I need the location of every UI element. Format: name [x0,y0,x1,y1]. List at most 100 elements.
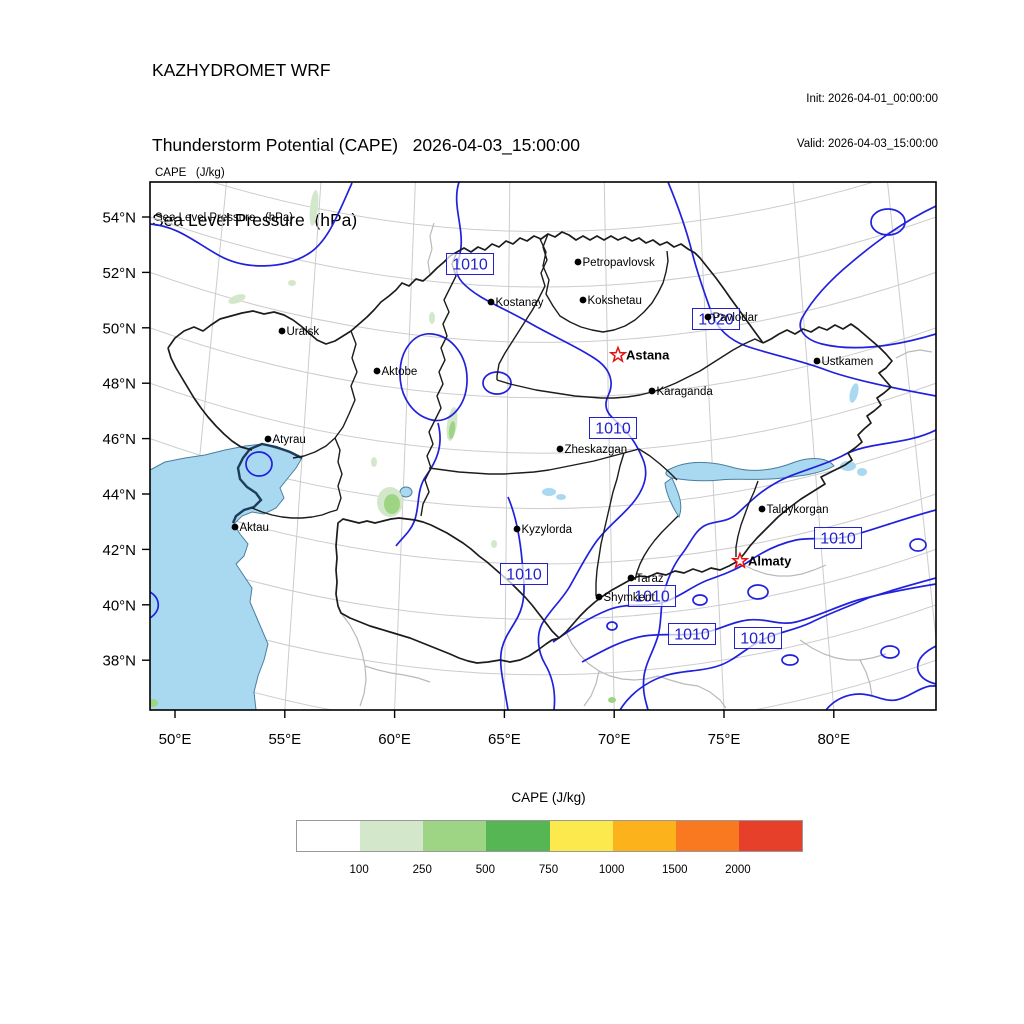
lat-tick-label: 40°N [102,597,136,614]
lat-tick-label: 42°N [102,542,136,559]
lake-alakol-2 [857,468,867,476]
pressure-label-box [814,527,862,549]
city-dot-icon [487,298,495,306]
product-and-datetime: Thunderstorm Potential (CAPE) 2026-04-03… [152,135,581,155]
capital-star-icon [608,345,628,363]
colorbar-tick-label: 1500 [661,864,688,876]
colorbar-cell [360,821,424,851]
colorbar-tick-label: 750 [538,864,559,876]
lake-balkhash-arm [664,477,682,519]
longitude-axis: 50°E 55°E 60°E 65°E 70°E 75°E 80°E [159,710,850,748]
legend-slp: Sea Level Pressure (hPa) [155,212,294,224]
city-label: Taraz [636,573,664,585]
valid-time: Valid: 2026-04-03_15:00:00 [796,138,938,150]
lat-tick-label: 44°N [102,487,136,504]
pressure-label: 1010 [634,589,670,606]
lat-tick-label: 38°N [102,653,136,670]
city-dot-icon [264,435,272,443]
pressure-label-box [589,417,637,439]
lon-tick-label: 75°E [708,731,741,748]
national-border-south [335,517,739,664]
pressure-label-box [692,308,740,330]
map-frame [149,181,937,711]
small-lake-2 [556,494,566,500]
colorbar-tick-label: 500 [475,864,495,876]
colorbar-cell [297,821,361,851]
city-label: Karaganda [657,386,714,398]
lat-tick-label: 54°N [102,210,136,227]
pressure-label: 1010 [674,627,710,644]
city-dot-icon [704,313,712,321]
lake-alakol [840,461,856,471]
city-markers: Uralsk Aktobe Kostanay Petropavlovsk Kokshet… [231,257,874,604]
city-label: Zheskazgan [565,444,628,456]
city-label: Kyzylorda [522,524,573,536]
lon-tick-label: 70°E [598,731,631,748]
city-dot-icon [758,505,766,513]
city-label: Atyrau [273,434,306,446]
map-legend: CAPE (J/kg) Sea Level Pressure (hPa) [155,136,293,241]
pressure-label: 1010 [452,257,488,274]
init-time: Init: 2026-04-01_00:00:00 [806,93,938,105]
pressure-label-box [446,253,494,275]
city-label: Almaty [748,554,792,569]
city-dot-icon [813,357,821,365]
colorbar-title: CAPE (J/kg) [511,790,586,805]
colorbar-tick-label: 250 [412,864,432,876]
national-border-north [167,231,764,349]
lat-tick-label: 48°N [102,376,136,393]
city-label: Uralsk [287,326,320,338]
colorbar-cell [486,821,550,851]
lon-tick-label: 55°E [268,731,301,748]
colorbar-cell [675,821,739,851]
colorbar-tick-label: 1000 [598,864,625,876]
lat-tick-label: 50°N [102,320,136,337]
pressure-label: 1010 [595,421,631,438]
caspian-north-coast [231,442,303,524]
country-and-oblast-borders [167,231,893,664]
colorbar-tick-label: 100 [349,864,369,876]
pressure-label: 1010 [820,531,856,548]
city-label: Kokshetau [588,295,642,307]
aral-sea-2 [399,486,413,498]
oblast-borders [251,233,764,596]
cape-shading [150,190,616,707]
colorbar-cell [612,821,676,851]
lat-tick-label: 46°N [102,431,136,448]
pressure-label-box [734,627,782,649]
lon-tick-label: 80°E [817,731,850,748]
pressure-label-box [500,563,548,585]
lon-tick-label: 65°E [488,731,521,748]
cape-colorbar [296,820,803,852]
pressure-label-box [668,623,716,645]
colorbar-cell [549,821,613,851]
city-dot-icon [595,593,603,601]
city-label: Aktobe [382,366,418,378]
small-lake-1 [542,488,556,496]
colorbar-tick-label: 2000 [725,864,751,876]
city-label: Ustkamen [822,356,874,368]
lat-tick-label: 52°N [102,265,136,282]
city-label: Taldykorgan [767,504,829,516]
city-label: Kostanay [496,297,544,309]
lon-tick-label: 50°E [159,731,192,748]
city-dot-icon [627,574,635,582]
lake-zaysan [849,383,859,403]
city-dot-icon [231,523,239,531]
latitude-axis: 54°N 52°N 50°N 48°N 46°N 44°N 42°N 40°N 38°N [102,210,150,670]
city-dot-icon [373,367,381,375]
national-border-west [167,347,253,451]
city-label: Shymkent [604,592,656,604]
city-dot-icon [579,296,587,304]
model-name: KAZHYDROMET WRF [152,60,331,80]
pressure-label: 1010 [740,631,776,648]
init-valid-block: Init: 2026-04-01_00:00:00 Valid: 2026-04… [797,62,938,167]
colorbar-cell [738,821,802,851]
legend-cape: CAPE (J/kg) [155,167,225,179]
colorbar-tick-labels: 100 250 500 750 1000 1500 2000 [296,864,801,880]
national-border-east [737,323,893,562]
city-dot-icon [278,327,286,335]
